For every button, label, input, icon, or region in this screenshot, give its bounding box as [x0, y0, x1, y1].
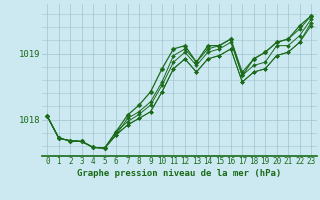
X-axis label: Graphe pression niveau de la mer (hPa): Graphe pression niveau de la mer (hPa) [77, 169, 281, 178]
